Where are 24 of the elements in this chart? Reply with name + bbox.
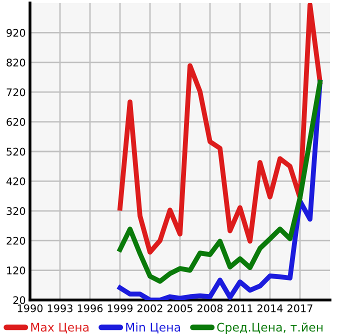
y-tick-label: 20 — [13, 296, 26, 304]
x-tick-label: 1990 — [18, 304, 43, 312]
y-tick-label: 420 — [6, 177, 26, 186]
x-tick-label: 1999 — [108, 304, 133, 312]
x-tick-label: 2014 — [258, 304, 283, 312]
x-tick-label: 1993 — [48, 304, 72, 312]
x-tick-label: 2008 — [198, 304, 223, 312]
x-tick-label: 2005 — [168, 304, 192, 312]
x-tick-label: 2017 — [288, 304, 312, 312]
y-tick-label: 120 — [7, 266, 26, 274]
y-tick-label: 620 — [6, 118, 26, 126]
x-tick-label: 2011 — [228, 304, 252, 312]
x-tick-label: 1996 — [78, 304, 103, 312]
legend-label: Сред.Цена, т.йен — [217, 322, 323, 334]
y-tick-label: 520 — [6, 148, 26, 156]
x-tick-label: 2002 — [138, 304, 162, 312]
y-tick-label: 220 — [6, 236, 26, 245]
legend-label: Min Цена — [126, 322, 180, 334]
y-tick-label: 320 — [6, 207, 26, 216]
line-series — [118, 3, 322, 255]
legend-label: Max Цена — [31, 322, 89, 334]
y-tick-label: 820 — [6, 58, 26, 67]
y-tick-label: 720 — [6, 88, 26, 96]
y-tick-label: 920 — [6, 28, 26, 37]
